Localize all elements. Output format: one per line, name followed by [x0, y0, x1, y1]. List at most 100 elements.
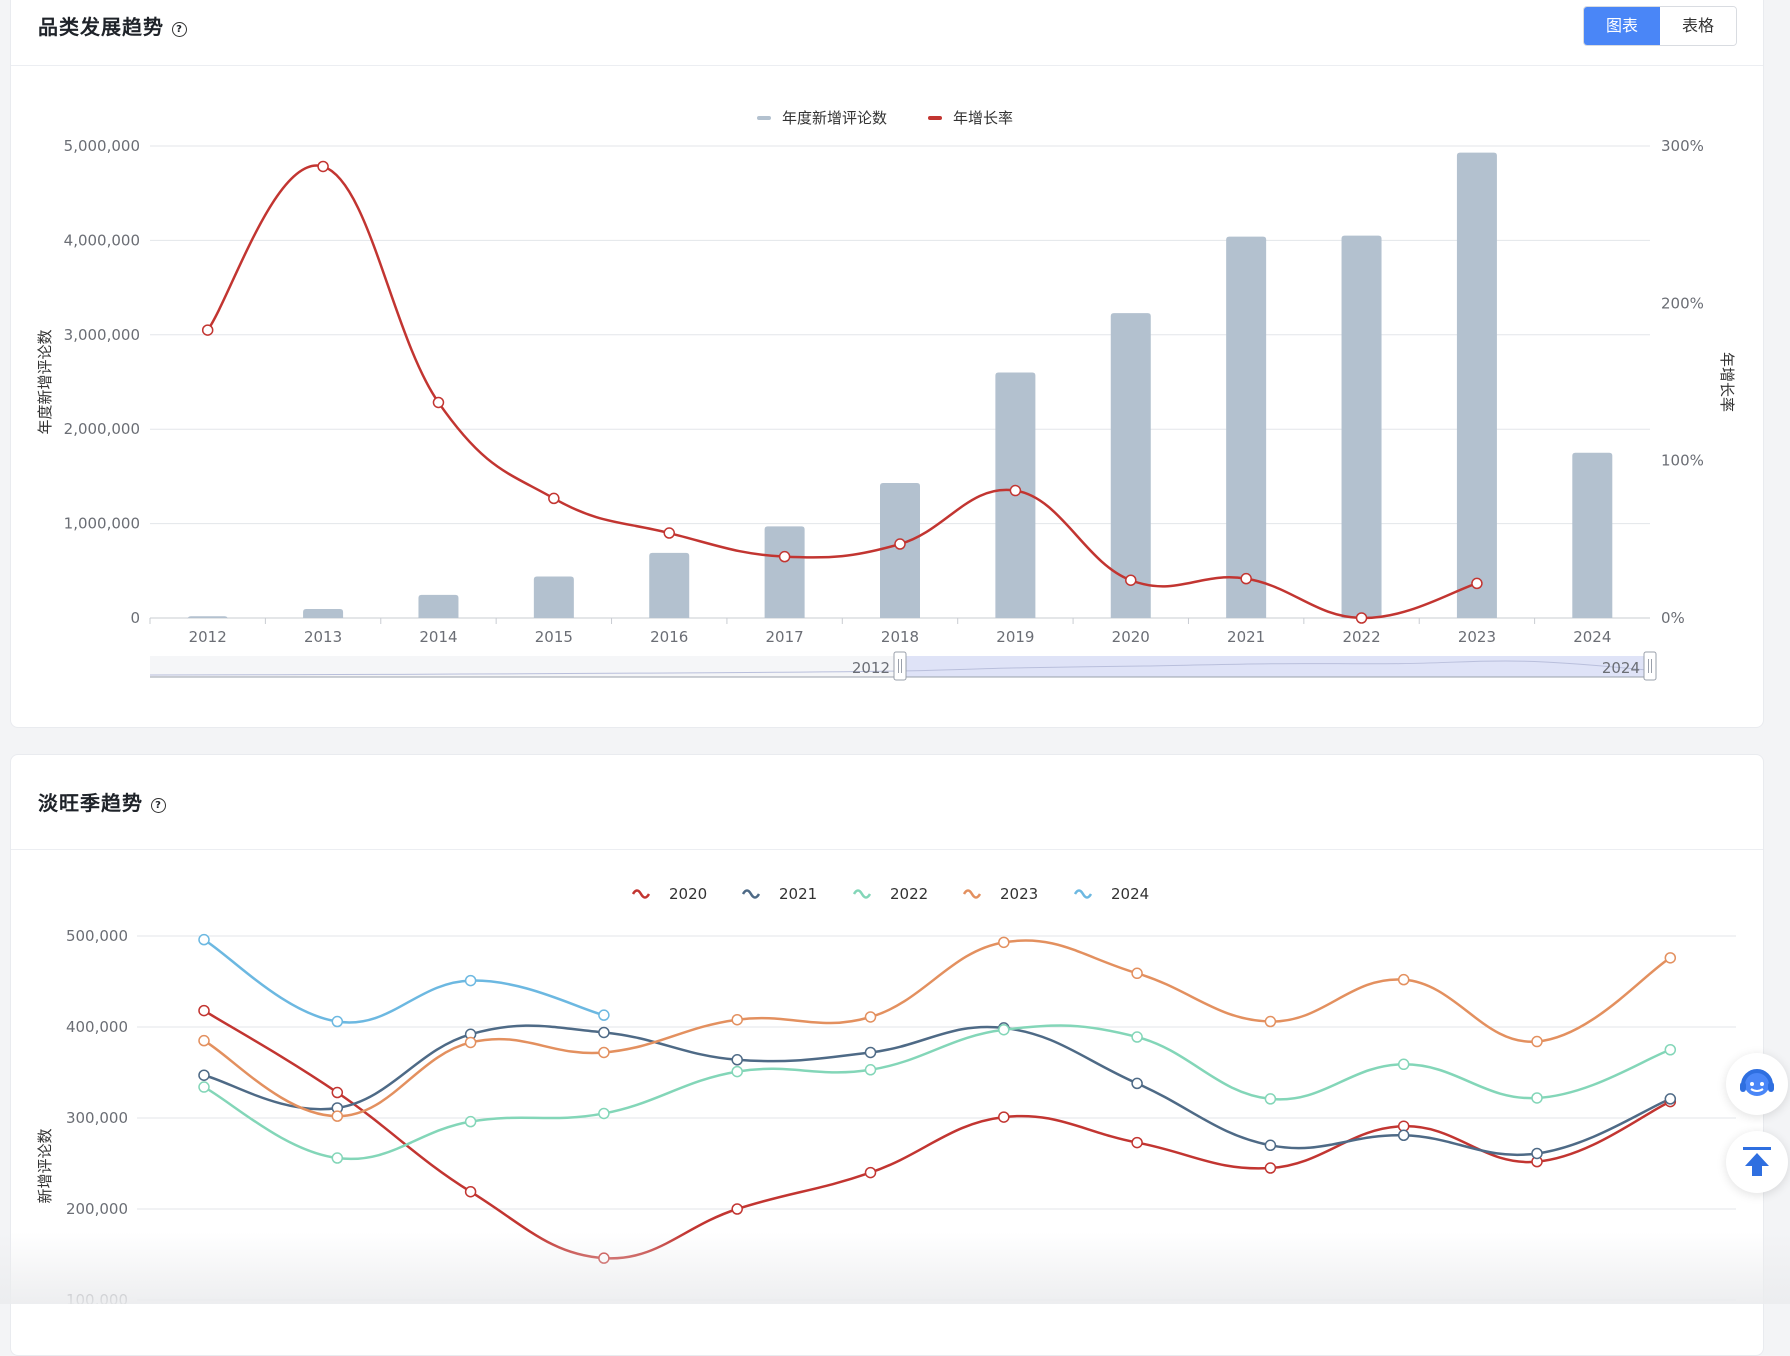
x-tick-label: 2013 — [304, 628, 342, 646]
bar — [1342, 236, 1382, 618]
y2-tick-label: 0% — [1661, 609, 1685, 627]
legend-label: 2020 — [669, 885, 707, 903]
legend-label: 2021 — [779, 885, 817, 903]
growth-rate-point — [203, 325, 213, 335]
legend-label: 2024 — [1111, 885, 1149, 903]
bar — [765, 526, 805, 618]
series-point-2022 — [1399, 1059, 1409, 1069]
series-point-2023 — [866, 1012, 876, 1022]
customer-service-icon — [1726, 1053, 1788, 1115]
series-point-2022 — [1532, 1093, 1542, 1103]
x-tick-label: 2017 — [766, 628, 804, 646]
y-axis-label: 年度新增评论数 — [36, 329, 54, 434]
series-point-2021 — [1532, 1148, 1542, 1158]
series-point-2021 — [866, 1047, 876, 1057]
series-point-2021 — [1399, 1130, 1409, 1140]
series-point-2023 — [999, 937, 1009, 947]
growth-rate-point — [1472, 578, 1482, 588]
series-point-2020 — [599, 1253, 609, 1263]
growth-rate-point — [1241, 574, 1251, 584]
bar — [534, 576, 574, 618]
series-point-2021 — [599, 1027, 609, 1037]
y2-tick-label: 200% — [1661, 294, 1704, 312]
y-axis-label: 新增评论数 — [36, 1128, 54, 1203]
series-point-2020 — [199, 1006, 209, 1016]
legend-swatch — [964, 891, 980, 898]
legend-label: 年增长率 — [953, 109, 1013, 127]
series-point-2022 — [732, 1067, 742, 1077]
series-point-2021 — [732, 1055, 742, 1065]
series-point-2023 — [466, 1037, 476, 1047]
series-point-2023 — [199, 1036, 209, 1046]
series-point-2020 — [466, 1187, 476, 1197]
growth-rate-point — [895, 539, 905, 549]
y2-tick-label: 100% — [1661, 452, 1704, 470]
legend-swatch — [854, 891, 870, 898]
y-tick-label: 0 — [130, 609, 140, 627]
series-point-2022 — [1132, 1032, 1142, 1042]
zoom-selection — [900, 656, 1650, 677]
x-tick-label: 2023 — [1458, 628, 1496, 646]
y-tick-label: 5,000,000 — [64, 137, 140, 155]
bar — [1457, 153, 1497, 618]
series-point-2023 — [1132, 968, 1142, 978]
zoom-handle — [894, 652, 906, 680]
x-tick-label: 2014 — [419, 628, 457, 646]
x-tick-label: 2022 — [1342, 628, 1380, 646]
y-tick-label: 300,000 — [66, 1109, 128, 1127]
growth-rate-point — [318, 161, 328, 171]
y-tick-label: 2,000,000 — [64, 420, 140, 438]
growth-rate-point — [1357, 613, 1367, 623]
series-point-2023 — [732, 1015, 742, 1025]
legend-swatch — [633, 891, 649, 898]
series-point-2023 — [599, 1047, 609, 1057]
series-point-2022 — [332, 1153, 342, 1163]
x-tick-label: 2020 — [1112, 628, 1150, 646]
series-point-2022 — [599, 1108, 609, 1118]
series-point-2021 — [1265, 1140, 1275, 1150]
series-point-2021 — [1665, 1094, 1675, 1104]
series-point-2022 — [199, 1082, 209, 1092]
back-to-top-icon — [1726, 1131, 1788, 1193]
x-tick-label: 2019 — [996, 628, 1034, 646]
series-point-2020 — [1132, 1138, 1142, 1148]
zoom-end-label: 2024 — [1602, 659, 1640, 677]
series-point-2020 — [732, 1204, 742, 1214]
growth-rate-point — [664, 528, 674, 538]
y2-axis-label: 年增长率 — [1718, 352, 1736, 412]
series-line-2024 — [204, 940, 604, 1023]
series-point-2021 — [199, 1070, 209, 1080]
category-trend-chart: 01,000,0002,000,0003,000,0004,000,0005,0… — [0, 0, 1790, 740]
bar — [1572, 453, 1612, 618]
series-point-2022 — [999, 1025, 1009, 1035]
bar — [418, 595, 458, 618]
series-point-2023 — [332, 1111, 342, 1121]
legend-label: 年度新增评论数 — [782, 109, 887, 127]
series-point-2023 — [1265, 1017, 1275, 1027]
y-tick-label: 200,000 — [66, 1200, 128, 1218]
growth-rate-point — [549, 493, 559, 503]
series-point-2022 — [866, 1065, 876, 1075]
series-point-2023 — [1399, 975, 1409, 985]
growth-rate-point — [1010, 486, 1020, 496]
legend-label: 2023 — [1000, 885, 1038, 903]
x-tick-label: 2016 — [650, 628, 688, 646]
customer-service-button[interactable] — [1726, 1053, 1788, 1115]
series-point-2020 — [999, 1112, 1009, 1122]
x-tick-label: 2024 — [1573, 628, 1611, 646]
y-tick-label: 100,000 — [66, 1291, 128, 1304]
series-point-2020 — [1265, 1163, 1275, 1173]
bar — [188, 616, 228, 619]
y2-tick-label: 300% — [1661, 137, 1704, 155]
growth-rate-line — [208, 165, 1477, 618]
legend-swatch — [743, 891, 759, 898]
legend-swatch — [757, 116, 771, 120]
series-point-2020 — [866, 1168, 876, 1178]
y-tick-label: 500,000 — [66, 927, 128, 945]
zoom-start-label: 2012 — [852, 659, 890, 677]
legend-swatch — [1075, 891, 1091, 898]
series-line-2023 — [204, 941, 1670, 1117]
back-to-top-button[interactable] — [1726, 1131, 1788, 1193]
growth-rate-point — [433, 397, 443, 407]
legend-swatch — [928, 116, 942, 120]
